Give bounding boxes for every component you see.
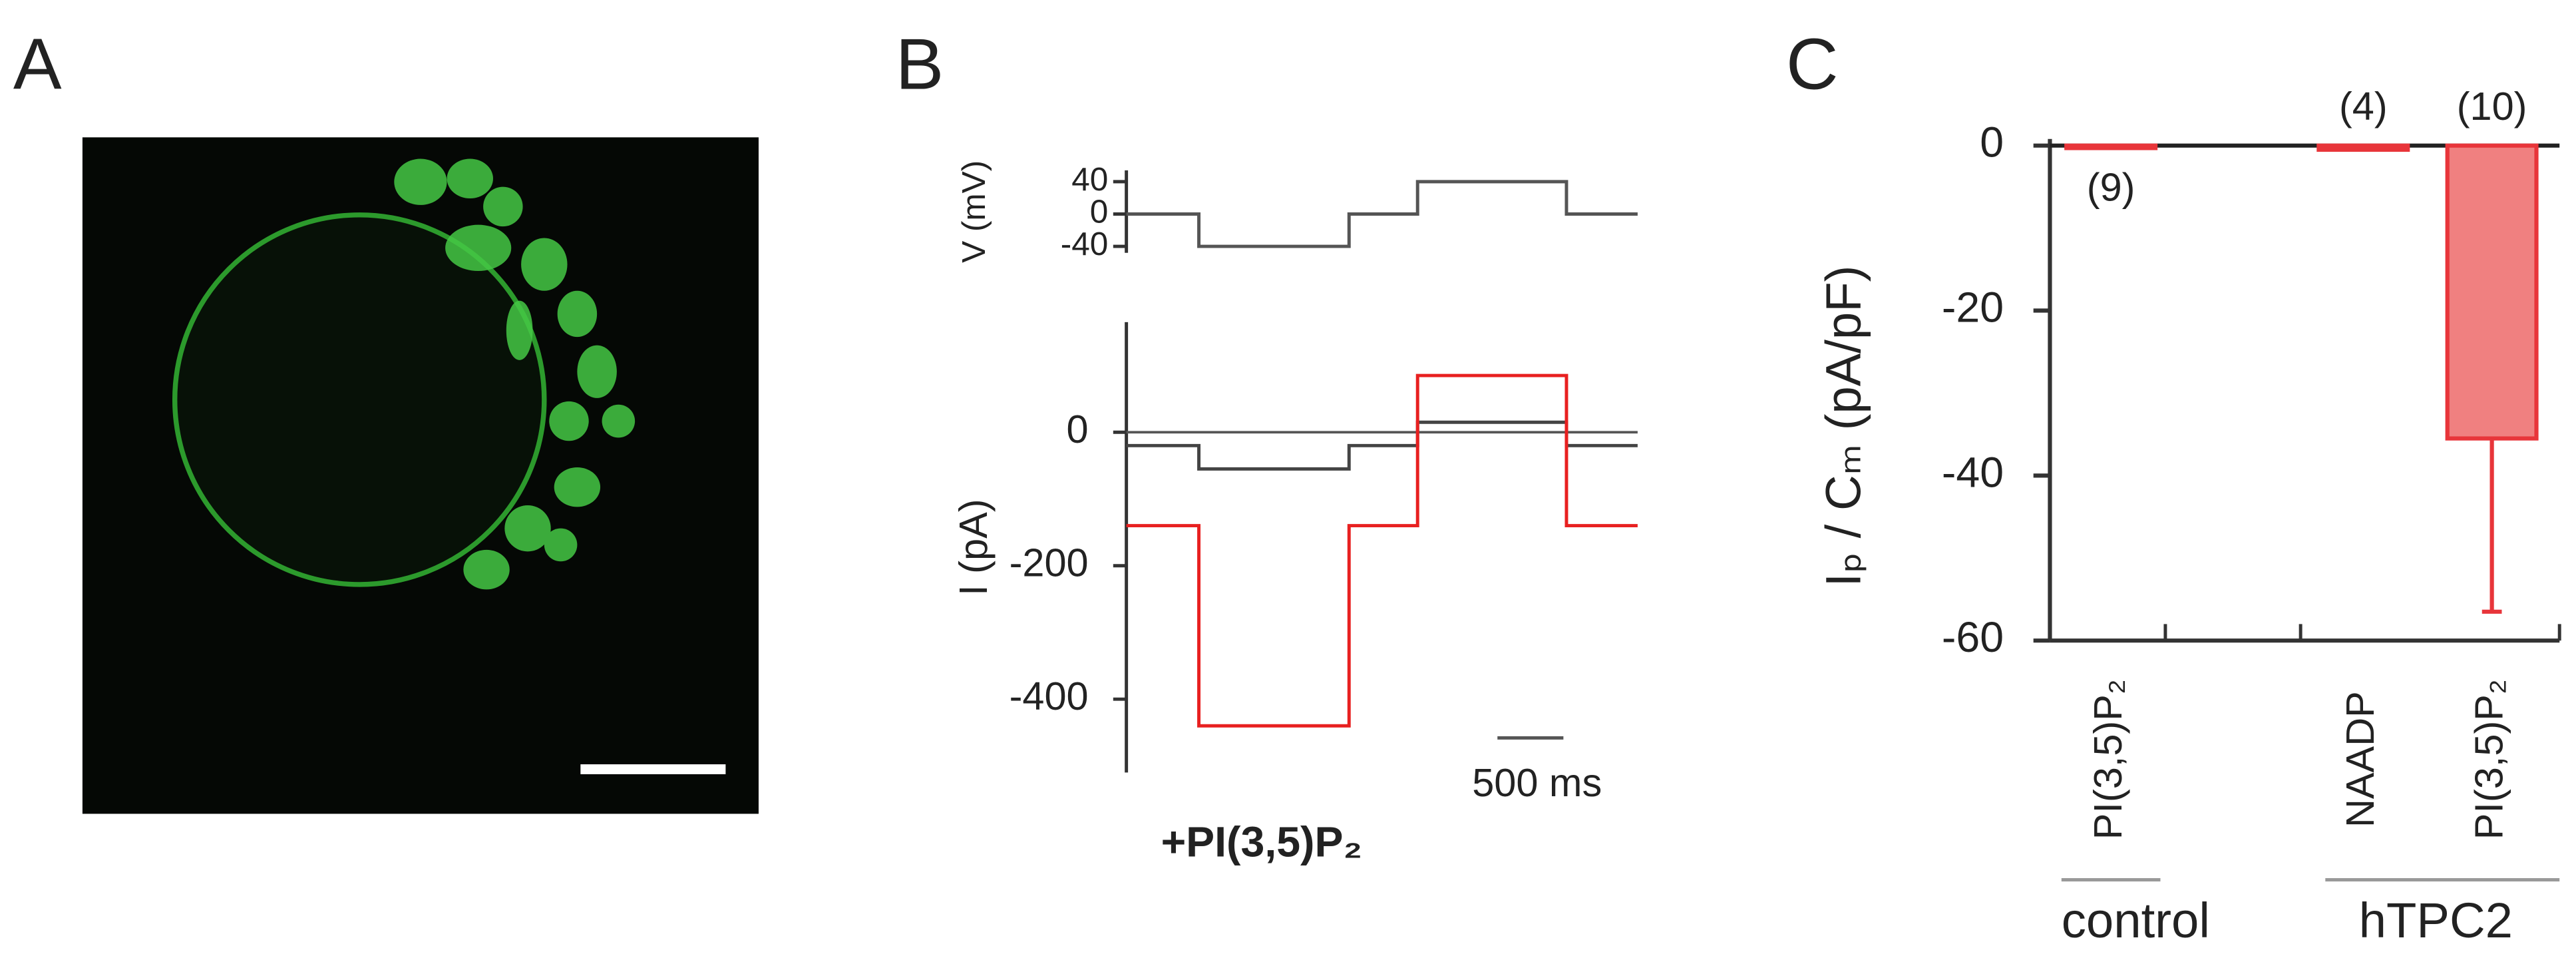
x-tick-label: PI(3,5)P₂: [2466, 679, 2511, 840]
y-tick-label: 40: [1071, 160, 1108, 198]
y-axis-label: V (mV): [955, 160, 992, 263]
panel-label: B: [896, 23, 944, 105]
treatment-label: +PI(3,5)P₂: [1161, 818, 1363, 865]
time-scale-label: 500 ms: [1472, 760, 1602, 805]
y-tick-label: 0: [1067, 407, 1089, 451]
group-label: hTPC2: [2359, 893, 2513, 948]
n-label: (10): [2457, 84, 2527, 128]
bar: [2064, 143, 2158, 150]
y-tick-label: -400: [1010, 674, 1089, 718]
n-label: (4): [2339, 84, 2388, 128]
micrograph: [82, 137, 759, 814]
y-tick-label: 0: [1090, 193, 1109, 230]
y-tick-label: -40: [1061, 225, 1109, 262]
x-tick-label: PI(3,5)P₂: [2086, 679, 2130, 840]
y-tick-label: -40: [1942, 448, 2004, 496]
n-label: (9): [2087, 164, 2135, 209]
y-axis-label: Iₚ / Cₘ (pA/pF): [1815, 266, 1871, 587]
trace: [1126, 180, 1638, 248]
y-tick-label: -20: [1942, 284, 2004, 332]
vacuole: [172, 212, 547, 587]
y-tick-label: -60: [1942, 613, 2004, 661]
trace: [1126, 420, 1638, 471]
fluorescent-blobs: [394, 158, 636, 590]
panel-label: C: [1786, 23, 1839, 105]
panel-label: A: [13, 23, 62, 105]
bar: [2316, 143, 2410, 152]
y-tick-label: 0: [1980, 119, 2004, 166]
y-tick-label: -200: [1010, 540, 1089, 585]
x-tick-label: NAADP: [2338, 691, 2382, 828]
trace: [1126, 373, 1638, 728]
bar: [2445, 143, 2539, 441]
y-axis-label: I (pA): [951, 499, 996, 595]
scale-bar: [580, 764, 726, 774]
group-label: control: [2062, 893, 2210, 948]
